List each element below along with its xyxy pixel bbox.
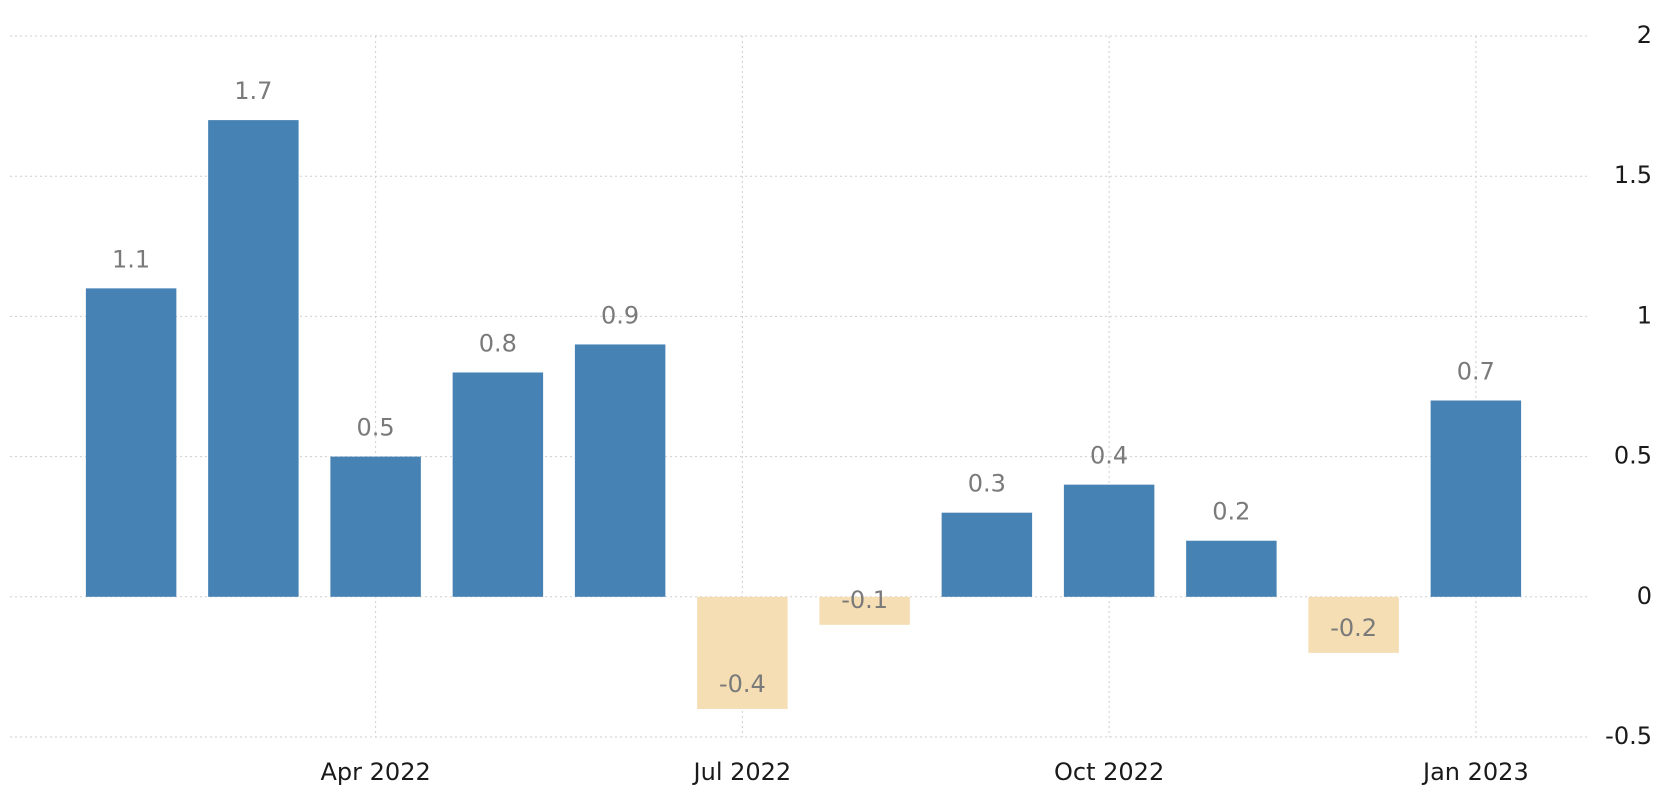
y-tick-label: 2 <box>1637 21 1652 49</box>
data-label: -0.1 <box>841 586 888 614</box>
data-label: 0.4 <box>1090 442 1128 470</box>
data-label: 0.9 <box>601 301 639 329</box>
bar <box>452 372 544 597</box>
bar <box>1186 540 1277 597</box>
bar <box>85 288 177 597</box>
data-label: -0.4 <box>719 670 766 698</box>
data-label: 1.7 <box>234 77 272 105</box>
data-label: -0.2 <box>1330 614 1377 642</box>
data-label: 0.2 <box>1212 498 1250 526</box>
bar <box>697 596 788 709</box>
bar <box>1308 596 1399 653</box>
data-label: 0.8 <box>479 329 517 357</box>
bar <box>330 456 421 597</box>
y-tick-label: 1.5 <box>1614 161 1652 189</box>
x-tick-label: Apr 2022 <box>321 758 431 786</box>
data-label: 0.3 <box>968 470 1006 498</box>
y-tick-label: 0.5 <box>1614 442 1652 470</box>
data-label: 1.1 <box>112 245 150 273</box>
bar <box>574 344 666 597</box>
data-labels-layer: 1.1 1.7 0.5 0.8 0.9 -0.4 -0.1 0.3 0.4 0.2 -0.2 0.7 <box>112 77 1495 698</box>
y-tick-label: 0 <box>1637 582 1652 610</box>
bar <box>208 120 299 597</box>
bar <box>941 512 1033 597</box>
y-tick-label: 1 <box>1637 301 1652 329</box>
x-tick-label: Jan 2023 <box>1421 758 1529 786</box>
bar <box>1063 484 1155 597</box>
x-tick-label: Oct 2022 <box>1054 758 1164 786</box>
bar <box>1430 400 1522 597</box>
y-axis: 2 1.5 1 0.5 0 -0.5 <box>1605 21 1652 750</box>
x-tick-label: Jul 2022 <box>692 758 792 786</box>
bars-layer <box>85 120 1522 709</box>
x-axis: Apr 2022 Jul 2022 Oct 2022 Jan 2023 <box>321 758 1529 786</box>
bar <box>819 596 910 625</box>
data-label: 0.7 <box>1457 358 1495 386</box>
data-label: 0.5 <box>357 414 395 442</box>
y-tick-label: -0.5 <box>1605 722 1652 750</box>
